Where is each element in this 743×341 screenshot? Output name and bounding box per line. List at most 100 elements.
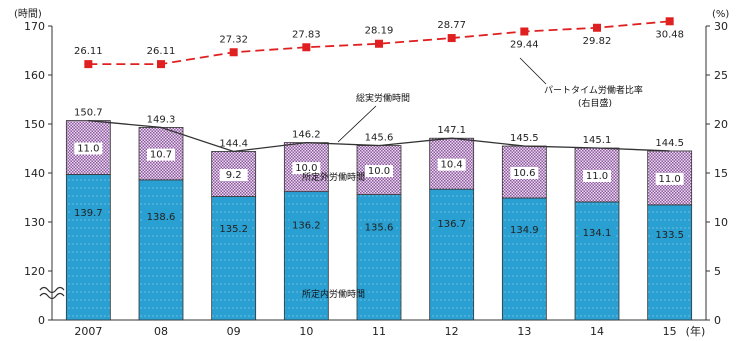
x-tick-label: 13 [517,325,531,338]
label-total: 145.6 [365,133,394,144]
lines [84,17,674,153]
label-overtime: 10.6 [513,168,535,179]
label-part-ratio: 26.11 [74,46,103,57]
label-scheduled: 134.1 [583,228,612,239]
right-tick-label: 20 [714,118,728,131]
label-total: 147.1 [437,125,466,136]
label-bg [362,221,396,233]
label-scheduled: 139.7 [74,208,103,219]
label-bg [289,219,324,231]
point-part-ratio [593,23,601,32]
label-bg [144,211,178,223]
label-part-ratio: 29.44 [510,39,539,50]
right-tick-label: 15 [714,167,728,180]
label-part-ratio: 29.82 [583,36,612,47]
left-tick-label: 150 [24,118,45,131]
grid [48,25,710,321]
annotation-part-ratio: パートタイム労働者比率 (右目盛) [519,57,643,109]
bar-scheduled [65,174,111,321]
label-bg [652,229,687,241]
point-part-ratio [84,60,93,69]
point-part-ratio [229,48,238,57]
left-axis-unit: (時間) [14,8,42,20]
label-scheduled: 136.7 [437,219,466,230]
label-scheduled: 135.6 [365,223,394,234]
x-tick-label: 14 [590,325,604,338]
bar-scheduled [283,191,329,321]
bar-scheduled [429,188,475,321]
label-overtime: 11.0 [586,171,608,182]
label-bg [437,158,466,171]
right-tick-label: 30 [714,20,728,33]
label-bg [74,142,103,155]
label-part-ratio: 26.11 [147,46,176,57]
annotation-part-ratio-text-1: パートタイム労働者比率 [544,84,643,96]
label-overtime: 10.7 [150,150,172,161]
label-bg [147,148,175,161]
label-bg [434,217,469,229]
x-tick-label: 2007 [74,325,102,338]
label-part-ratio: 30.48 [655,29,684,40]
annotation-scheduled: 所定内労働時間 [302,288,365,300]
label-total: 145.5 [510,133,539,144]
point-part-ratio [447,34,456,43]
annotation-total: 総実労働時間 [337,92,410,143]
bar-overtime [283,142,329,193]
x-unit-label: (年) [686,324,706,338]
label-bg [580,226,614,238]
left-tick-label: 170 [24,20,45,33]
bar-scheduled [501,197,547,321]
bar-scheduled [356,194,402,321]
right-axis-unit: (%) [712,9,729,20]
left-tick-label: 120 [24,265,45,278]
label-bg [216,223,251,235]
right-tick-label: 0 [714,314,721,327]
label-part-ratio: 28.19 [365,26,394,37]
left-tick-label: 160 [24,69,45,82]
label-bg [583,169,611,182]
label-total: 146.2 [292,130,321,141]
label-bg [510,167,539,180]
left-tick-label: 0 [38,314,45,327]
point-part-ratio [302,43,311,52]
bar-scheduled [211,196,257,321]
label-part-ratio: 28.77 [437,20,466,31]
label-scheduled: 136.2 [292,221,321,232]
x-tick-label: 12 [445,325,459,338]
label-total: 144.5 [655,138,684,149]
label-part-ratio: 27.83 [292,29,321,40]
label-overtime: 11.0 [659,174,681,185]
label-scheduled: 133.5 [655,230,684,241]
label-overtime: 9.2 [226,170,242,181]
bar-scheduled [647,204,693,321]
right-tick-label: 5 [714,265,721,278]
label-scheduled: 138.6 [147,212,176,223]
x-tick-label: 11 [372,325,386,338]
label-overtime: 10.0 [368,166,390,177]
label-total: 145.1 [583,135,612,146]
x-tick-label: 08 [154,325,168,338]
point-part-ratio [665,17,674,26]
label-scheduled: 134.9 [510,225,539,236]
label-bg [365,165,393,178]
point-part-ratio [157,60,165,69]
label-bg [219,168,248,181]
label-overtime: 10.4 [441,160,463,171]
axis-break-mark [39,286,65,300]
tick-labels: 0 120 130 140 150 160 170 0 5 10 15 20 25 30 2007 08 09 1… [24,20,728,338]
point-part-ratio [520,27,529,36]
label-total: 144.4 [219,138,248,149]
label-part-ratio: 27.32 [219,34,248,45]
bar-scheduled [574,201,620,321]
annotation-overtime: 所定外労働時間 [302,171,365,183]
point-part-ratio [375,39,383,48]
label-bg [655,172,684,185]
right-tick-label: 10 [714,216,728,229]
annotation-part-ratio-text-2: (右目盛) [578,97,612,109]
label-bg [507,224,542,236]
label-bg [292,162,321,175]
label-total: 150.7 [74,108,103,119]
label-overtime: 10.0 [295,163,317,174]
bar-scheduled [138,179,184,321]
